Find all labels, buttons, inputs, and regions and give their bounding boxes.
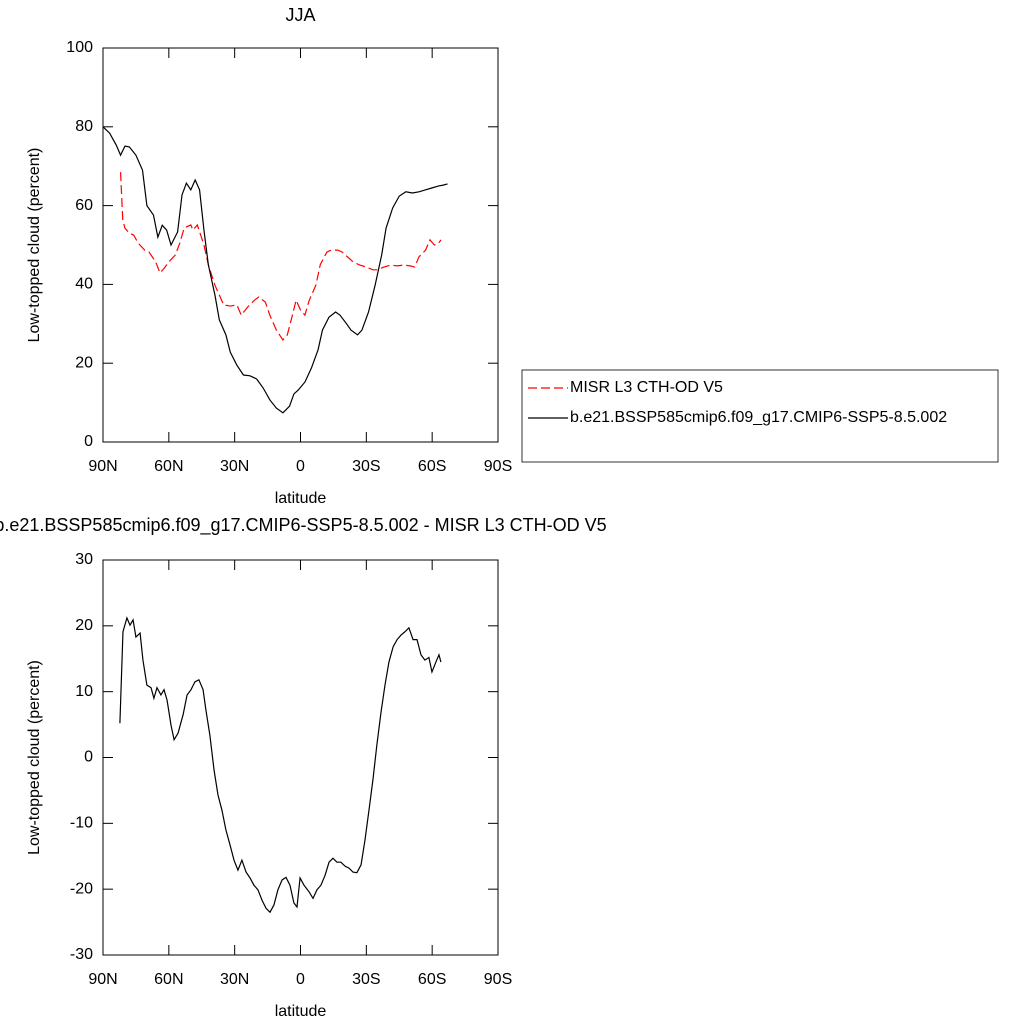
y-tick-label: 80	[75, 118, 93, 135]
x-tick-label: 60S	[418, 458, 446, 475]
x-tick-label: 60N	[154, 971, 183, 988]
x-tick-label: 90S	[484, 971, 512, 988]
y-tick-label: 60	[75, 197, 93, 214]
y-tick-label: 10	[75, 683, 93, 700]
y-axis-label: Low-topped cloud (percent)	[26, 148, 43, 343]
x-tick-label: 90N	[88, 971, 117, 988]
x-tick-label: 90S	[484, 458, 512, 475]
y-tick-label: 20	[75, 617, 93, 634]
legend-box	[521, 369, 999, 463]
y-tick-label: -10	[70, 815, 93, 832]
x-tick-label: 30N	[220, 971, 249, 988]
chart-title: JJA	[285, 5, 315, 25]
panel: JJA latitude Low-topped cloud (percent) 0 20…	[26, 5, 512, 507]
x-tick-label: 60S	[418, 971, 446, 988]
x-axis-label: latitude	[275, 490, 327, 507]
y-tick-label: -20	[70, 880, 93, 897]
legend: MISR L3 CTH-OD V5 b.e21.BSSP585cmip6.f09_…	[521, 369, 999, 463]
data-line	[119, 616, 442, 914]
y-tick-label: 100	[66, 39, 93, 56]
x-tick-label: 0	[296, 971, 305, 988]
x-tick-label: 30S	[352, 458, 380, 475]
panel: b.e21.BSSP585cmip6.f09_g17.CMIP6-SSP5-8.…	[0, 515, 607, 1020]
y-tick-label: 0	[84, 749, 93, 766]
x-tick-label: 30N	[220, 458, 249, 475]
legend-label: b.e21.BSSP585cmip6.f09_g17.CMIP6-SSP5-8.…	[570, 409, 947, 426]
y-tick-label: 30	[75, 551, 93, 568]
legend-label: MISR L3 CTH-OD V5	[570, 379, 723, 396]
y-tick-label: 40	[75, 276, 93, 293]
x-tick-label: 0	[296, 458, 305, 475]
x-tick-label: 60N	[154, 458, 183, 475]
y-tick-label: -30	[70, 946, 93, 963]
x-axis-label: latitude	[275, 1003, 327, 1020]
x-tick-label: 30S	[352, 971, 380, 988]
data-line	[102, 126, 448, 414]
data-line	[119, 172, 442, 341]
x-tick-label: 90N	[88, 458, 117, 475]
y-tick-label: 0	[84, 433, 93, 450]
y-axis-label: Low-topped cloud (percent)	[26, 660, 43, 855]
chart-title: b.e21.BSSP585cmip6.f09_g17.CMIP6-SSP5-8.…	[0, 515, 607, 536]
y-tick-label: 20	[75, 354, 93, 371]
